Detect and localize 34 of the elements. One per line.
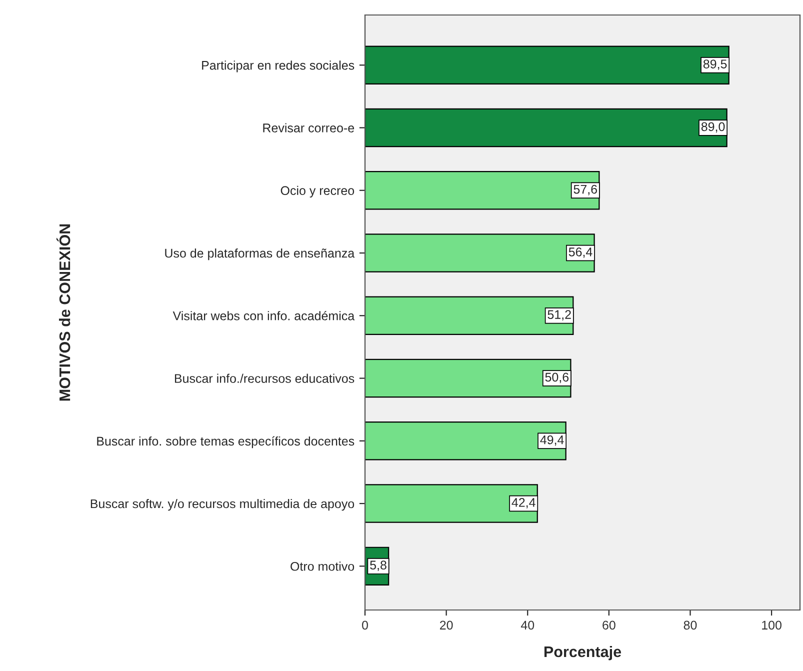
y-tick-label: Buscar info. sobre temas específicos docentes xyxy=(97,436,354,448)
y-tick-label: Uso de plataformas de enseñanza xyxy=(165,248,355,260)
bar xyxy=(365,108,728,148)
x-tick-label: 40 xyxy=(520,620,534,630)
x-tick-label: 20 xyxy=(440,620,453,630)
bar xyxy=(365,296,574,335)
data-label: 89,0 xyxy=(701,122,725,133)
x-tick-label: 100 xyxy=(762,620,782,630)
y-tick-label: Otro motivo xyxy=(290,562,354,571)
data-label: 42,4 xyxy=(512,498,536,508)
bar xyxy=(365,171,600,210)
data-label: 50,6 xyxy=(545,372,569,384)
data-label: 51,2 xyxy=(548,310,571,320)
bar xyxy=(365,422,566,460)
bar xyxy=(365,46,730,84)
x-tick-label: 60 xyxy=(602,620,616,630)
bar xyxy=(365,358,572,398)
y-tick-label: Revisar correo-e xyxy=(263,123,354,132)
y-tick-label: Buscar softw. y/o recursos multimedia de apoyo xyxy=(90,498,354,511)
y-tick-label: Ocio y recreo xyxy=(280,186,354,198)
x-tick-label: 80 xyxy=(684,620,697,630)
bar xyxy=(365,484,538,523)
x-tick-label: 0 xyxy=(362,620,368,630)
data-label: 89,5 xyxy=(703,60,727,70)
data-label: 5,8 xyxy=(370,560,386,571)
y-tick-label: Buscar info./recursos educativos xyxy=(174,374,354,383)
bar xyxy=(365,234,595,272)
data-label: 57,6 xyxy=(574,184,597,196)
y-tick-label: Visitar webs con info. académica xyxy=(172,310,355,320)
x-axis-title: Porcentaje xyxy=(544,646,622,660)
data-label: 49,4 xyxy=(540,435,564,446)
y-tick-label: Participar en redes sociales xyxy=(202,60,354,72)
data-label: 56,4 xyxy=(568,248,592,258)
y-axis-title: MOTIVOS de CONEXIÓN xyxy=(56,224,70,401)
